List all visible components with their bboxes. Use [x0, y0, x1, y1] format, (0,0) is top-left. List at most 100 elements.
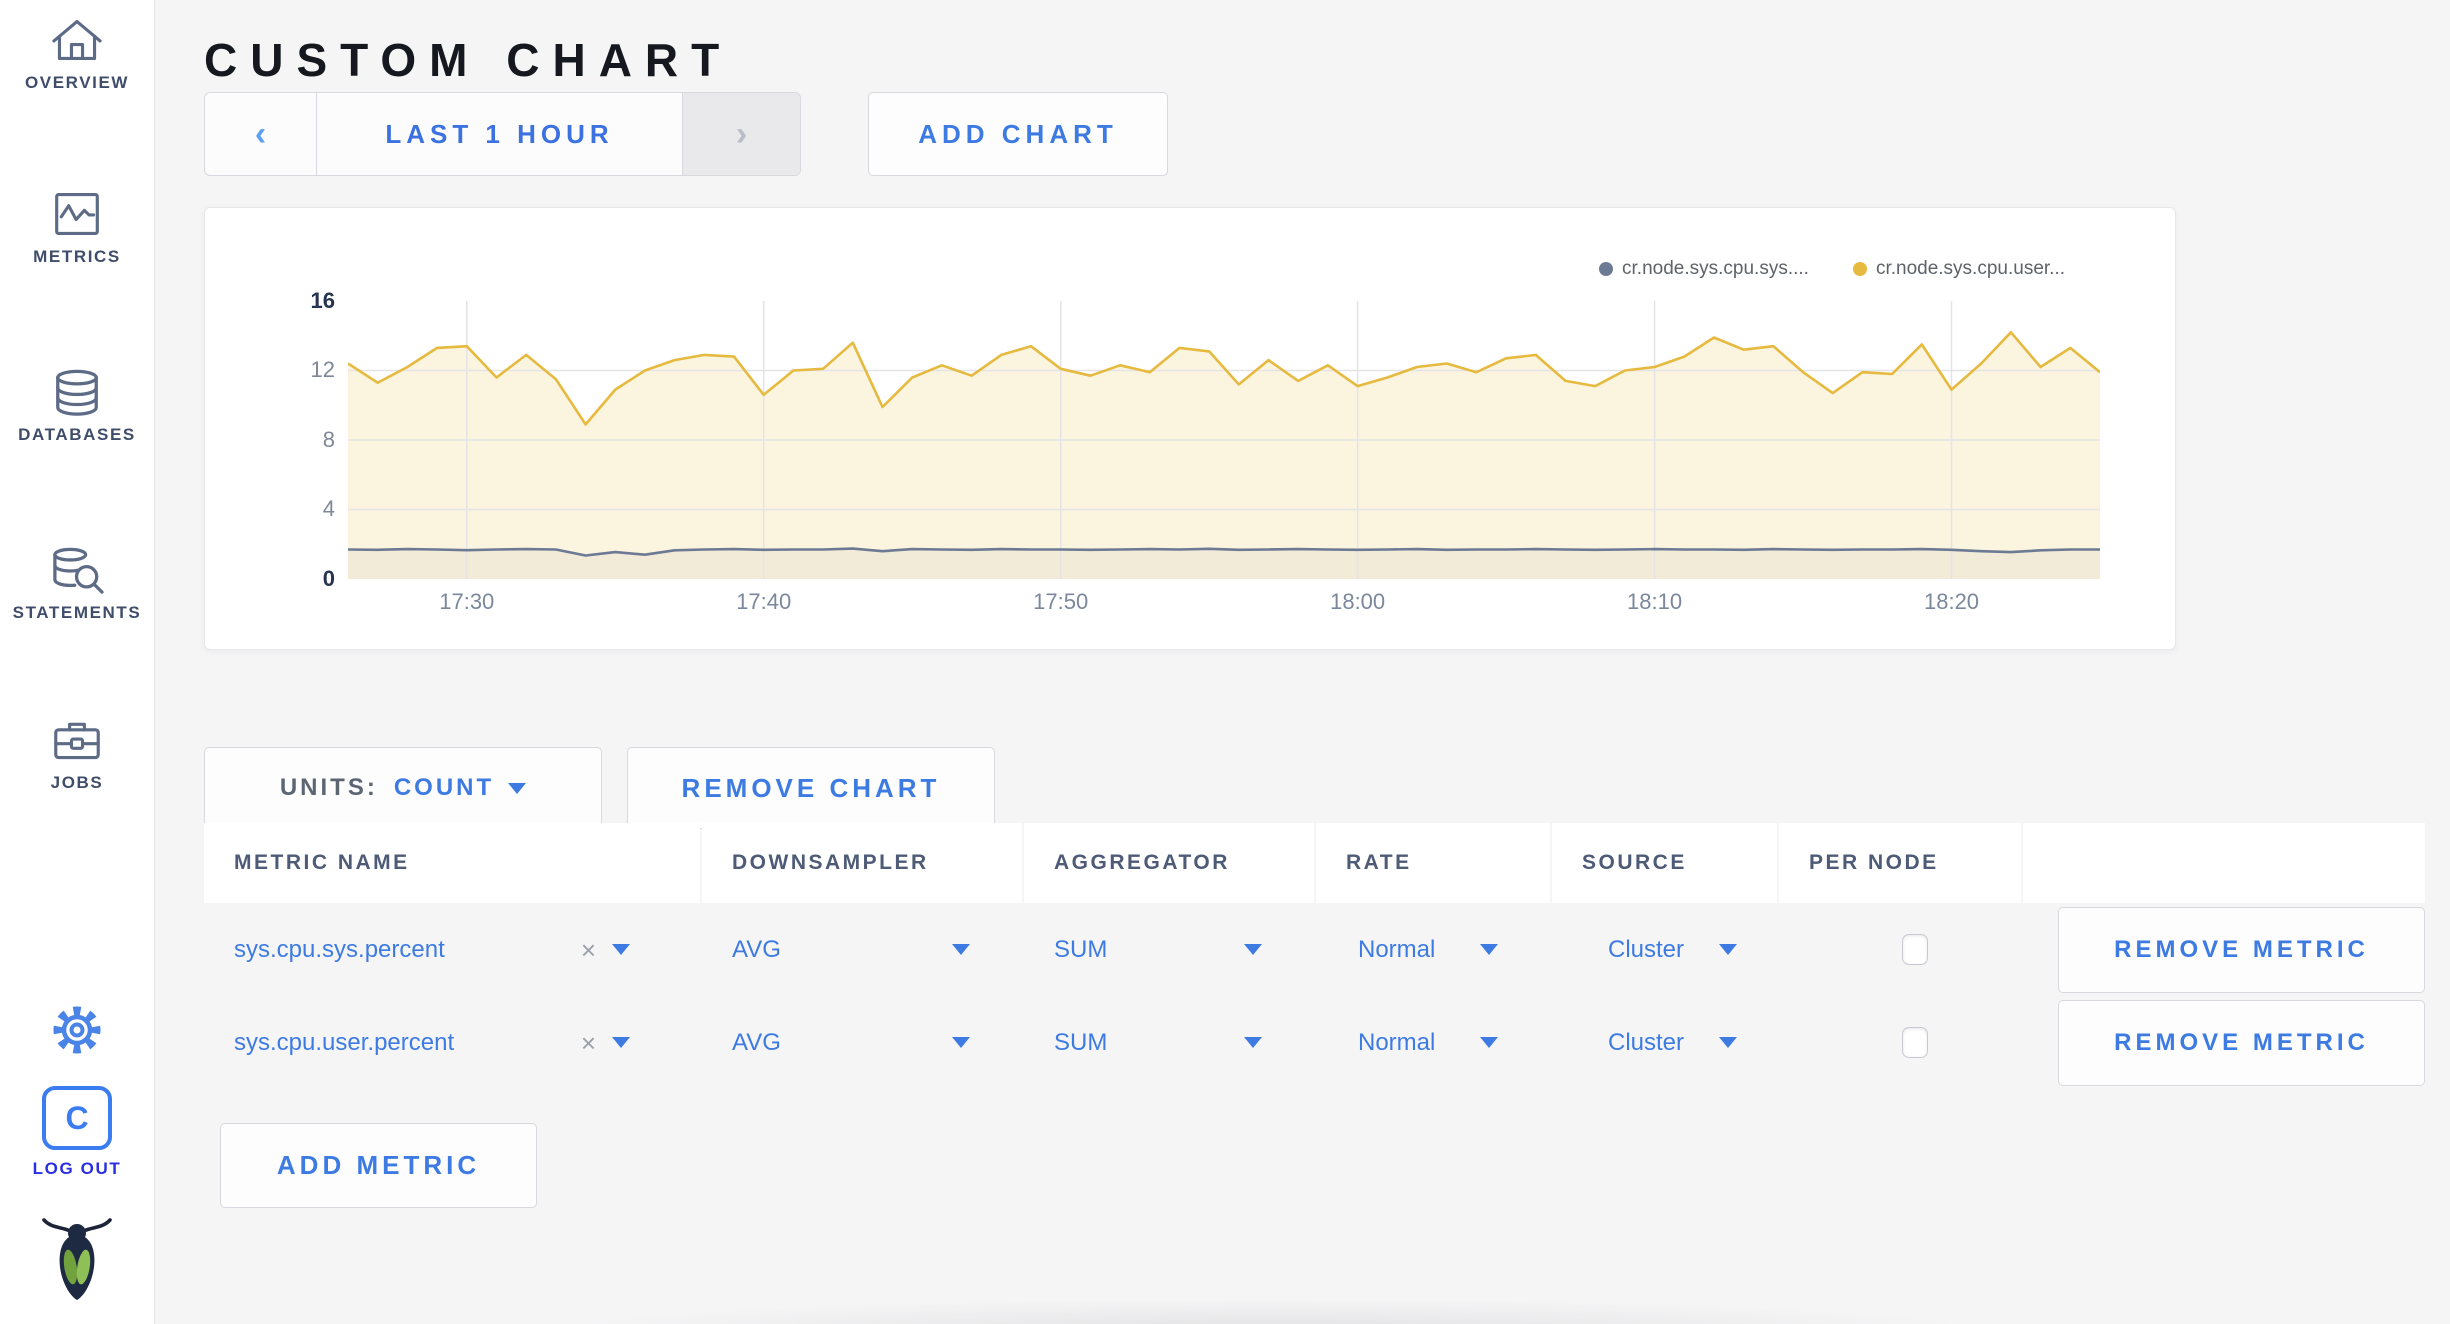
chart-card: cr.node.sys.cpu.sys.... cr.node.sys.cpu.… — [204, 207, 2176, 650]
metric-name-value[interactable]: sys.cpu.sys.percent — [234, 935, 445, 963]
add-chart-button[interactable]: ADD CHART — [868, 92, 1168, 176]
time-range-next-button-disabled[interactable]: › — [682, 93, 800, 175]
y-axis-tick-label: 16 — [310, 288, 335, 313]
legend-entry[interactable]: cr.node.sys.cpu.sys.... — [1599, 258, 1809, 280]
bottom-scroll-shadow — [420, 1278, 2120, 1324]
cockroach-bug-logo — [0, 1214, 154, 1306]
legend-dot — [1852, 262, 1867, 276]
rate-value: Normal — [1358, 935, 1436, 963]
legend-dot — [1599, 262, 1614, 276]
x-tick-label: 17:50 — [1033, 589, 1089, 614]
chevron-left-icon: ‹ — [254, 115, 267, 153]
legend-entry[interactable]: cr.node.sys.cpu.user... — [1852, 258, 2065, 280]
sidebar-item-label: JOBS — [50, 773, 104, 792]
add-metric-button[interactable]: ADD METRIC — [220, 1123, 537, 1208]
column-header: AGGREGATOR — [1024, 823, 1314, 903]
sidebar-item-label: OVERVIEW — [24, 73, 130, 92]
metric-name-value[interactable]: sys.cpu.user.percent — [234, 1028, 455, 1056]
x-axis-labels: 17:30 17:40 17:50 18:00 18:10 18:20 — [348, 589, 2100, 619]
y-axis-tick-label: 8 — [322, 427, 335, 452]
column-header — [2023, 823, 2425, 903]
metrics-table-header-row: METRIC NAME DOWNSAMPLER AGGREGATOR RATE … — [204, 823, 2437, 903]
rate-dropdown[interactable]: Normal — [1316, 903, 1550, 996]
briefcase-icon — [45, 716, 109, 764]
page-title: CUSTOM CHART — [204, 33, 733, 86]
remove-metric-button[interactable]: REMOVE METRIC — [2058, 906, 2425, 993]
remove-metric-button[interactable]: REMOVE METRIC — [2058, 999, 2425, 1086]
chevron-down-icon — [1244, 944, 1262, 955]
chevron-down-icon — [1244, 1037, 1262, 1048]
aggregator-value: SUM — [1054, 935, 1108, 963]
sidebar-item-overview[interactable]: OVERVIEW — [0, 16, 154, 93]
chart-legend: cr.node.sys.cpu.sys.... cr.node.sys.cpu.… — [1599, 258, 2065, 280]
sidebar-item-statements[interactable]: STATEMENTS — [0, 546, 154, 623]
time-range-label[interactable]: LAST 1 HOUR — [385, 118, 614, 149]
chevron-down-icon — [1719, 944, 1737, 955]
rate-value: Normal — [1358, 1028, 1436, 1056]
x-tick-label: 17:30 — [439, 589, 495, 614]
sidebar: OVERVIEW METRICS DATABASES — [0, 0, 155, 1324]
clear-metric-icon[interactable]: × — [580, 1027, 596, 1058]
cockroach-bug-icon — [38, 1214, 116, 1306]
statements-search-icon — [45, 546, 109, 594]
cockroach-c-logo-icon: C — [42, 1086, 112, 1150]
units-label: UNITS: — [279, 774, 378, 801]
chevron-down-icon — [508, 782, 527, 794]
line-chart-plot-area[interactable] — [348, 301, 2100, 579]
chevron-right-icon: › — [735, 115, 748, 153]
column-header: METRIC NAME — [204, 823, 700, 903]
downsampler-dropdown[interactable]: AVG — [702, 903, 1022, 996]
metric-row: sys.cpu.sys.percent × AVG SUM Normal Clu… — [204, 903, 2437, 996]
gear-icon — [49, 1002, 105, 1054]
legend-label: cr.node.sys.cpu.sys.... — [1622, 258, 1809, 279]
x-tick-label: 18:00 — [1330, 589, 1386, 614]
clear-metric-icon[interactable]: × — [580, 934, 596, 965]
downsampler-value: AVG — [732, 935, 781, 963]
x-tick-label: 18:10 — [1627, 589, 1683, 614]
chevron-down-icon — [1719, 1037, 1737, 1048]
y-axis-tick-label: 4 — [322, 496, 335, 521]
sidebar-item-label: METRICS — [33, 247, 121, 266]
y-axis-tick-label: 12 — [310, 357, 335, 382]
chevron-down-icon — [1480, 1037, 1498, 1048]
source-dropdown[interactable]: Cluster — [1552, 996, 1777, 1089]
time-range-selector: ‹ LAST 1 HOUR › — [204, 92, 801, 176]
per-node-checkbox[interactable] — [1902, 1027, 1928, 1058]
sidebar-item-metrics[interactable]: METRICS — [0, 190, 154, 267]
sidebar-item-databases[interactable]: DATABASES — [0, 368, 154, 445]
time-range-prev-button[interactable]: ‹ — [205, 93, 317, 175]
source-dropdown[interactable]: Cluster — [1552, 903, 1777, 996]
metrics-table: METRIC NAME DOWNSAMPLER AGGREGATOR RATE … — [204, 823, 2437, 1089]
downsampler-dropdown[interactable]: AVG — [702, 996, 1022, 1089]
chevron-down-icon — [1480, 944, 1498, 955]
settings-button[interactable] — [0, 1002, 154, 1054]
units-value: COUNT — [393, 774, 495, 801]
aggregator-value: SUM — [1054, 1028, 1108, 1056]
chevron-down-icon — [952, 944, 970, 955]
per-node-checkbox[interactable] — [1902, 934, 1928, 965]
chevron-down-icon[interactable] — [612, 1037, 630, 1048]
chevron-down-icon[interactable] — [612, 944, 630, 955]
legend-label: cr.node.sys.cpu.user... — [1875, 258, 2065, 279]
rate-dropdown[interactable]: Normal — [1316, 996, 1550, 1089]
column-header: DOWNSAMPLER — [702, 823, 1022, 903]
logout-button[interactable]: C LOG OUT — [0, 1086, 154, 1179]
x-tick-label: 17:40 — [736, 589, 792, 614]
remove-chart-button[interactable]: REMOVE CHART — [627, 747, 995, 829]
aggregator-dropdown[interactable]: SUM — [1024, 903, 1314, 996]
sidebar-item-label: STATEMENTS — [12, 603, 142, 622]
aggregator-dropdown[interactable]: SUM — [1024, 996, 1314, 1089]
source-value: Cluster — [1608, 935, 1685, 963]
x-tick-label: 18:20 — [1923, 589, 1980, 614]
sidebar-item-jobs[interactable]: JOBS — [0, 716, 154, 793]
metric-row: sys.cpu.user.percent × AVG SUM Normal Cl… — [204, 996, 2437, 1089]
source-value: Cluster — [1608, 1028, 1685, 1056]
units-dropdown[interactable]: UNITS: COUNT — [204, 747, 602, 829]
sidebar-item-label: DATABASES — [18, 425, 136, 444]
y-axis-tick-label: 0 — [322, 566, 335, 591]
column-header: RATE — [1316, 823, 1550, 903]
line-chart-svg — [348, 301, 2100, 579]
column-header: SOURCE — [1552, 823, 1777, 903]
chevron-down-icon — [952, 1037, 970, 1048]
